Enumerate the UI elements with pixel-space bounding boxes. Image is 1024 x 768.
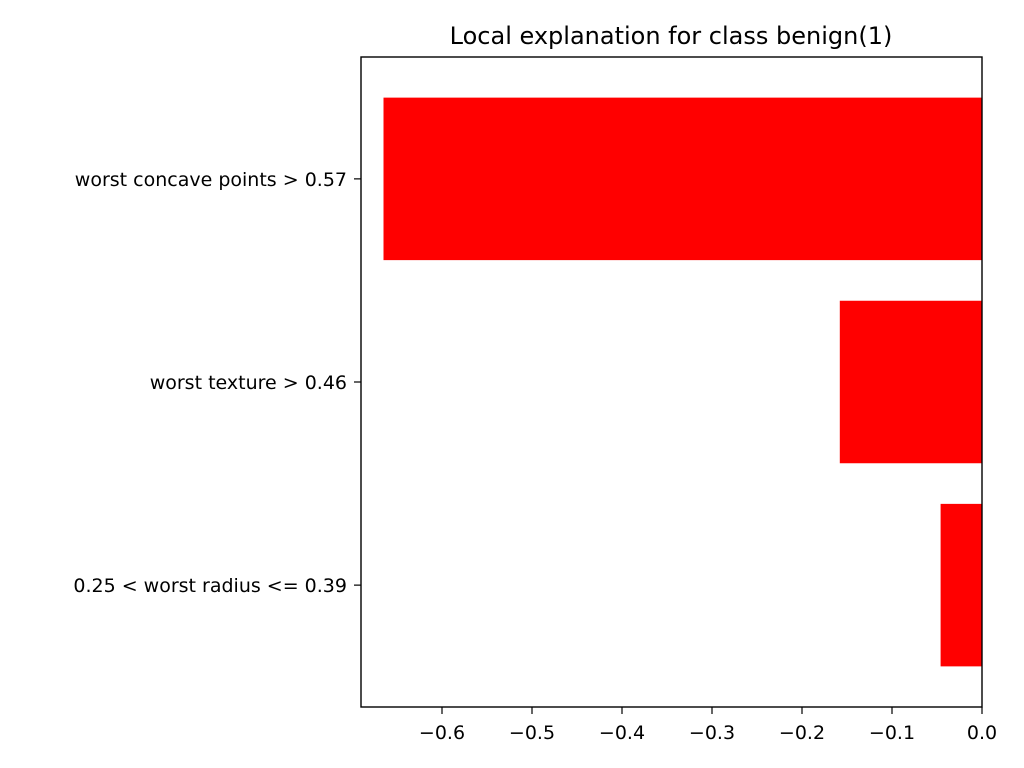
x-tick-label: −0.6 xyxy=(419,722,465,744)
x-tick-label: −0.2 xyxy=(779,722,825,744)
y-axis: worst concave points > 0.57 worst texture… xyxy=(73,169,361,597)
y-tick-label: worst texture > 0.46 xyxy=(150,372,347,394)
x-axis: −0.6 −0.5 −0.4 −0.3 −0.2 −0.1 0.0 xyxy=(419,707,997,744)
chart-title: Local explanation for class benign(1) xyxy=(450,22,893,50)
x-tick-label: −0.1 xyxy=(869,722,915,744)
x-tick-label: 0.0 xyxy=(967,722,997,744)
x-tick-label: −0.5 xyxy=(509,722,555,744)
bars-group xyxy=(383,97,982,667)
y-tick-label: worst concave points > 0.57 xyxy=(75,169,347,191)
y-tick-label: 0.25 < worst radius <= 0.39 xyxy=(73,575,347,597)
plot-frame xyxy=(360,56,983,708)
bar xyxy=(383,97,982,261)
bar xyxy=(839,300,982,464)
x-tick-label: −0.4 xyxy=(599,722,645,744)
x-tick-label: −0.3 xyxy=(689,722,735,744)
bar xyxy=(940,503,982,667)
